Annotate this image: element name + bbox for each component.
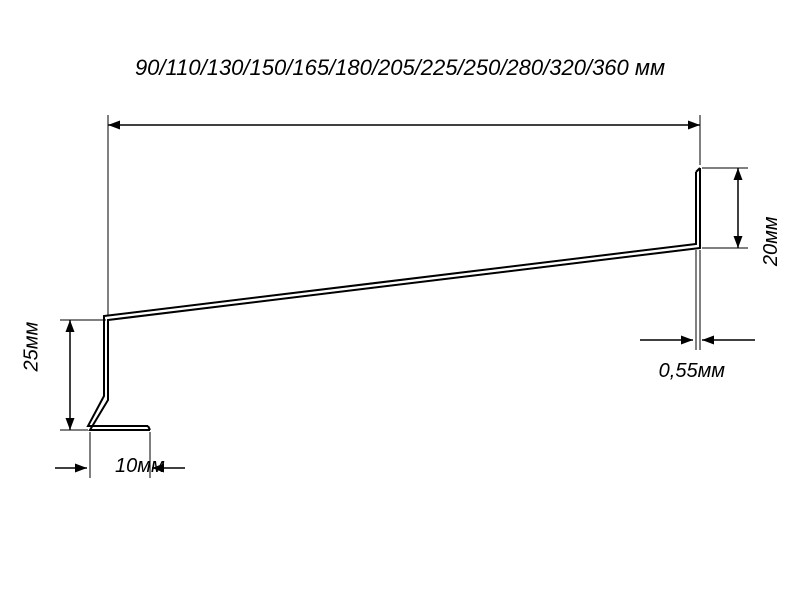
profile-shape <box>88 168 700 430</box>
label-thickness: 0,55мм <box>659 360 725 383</box>
label-10mm: 10мм <box>115 455 165 478</box>
dimension-20mm <box>702 168 748 248</box>
dimension-thickness <box>640 250 755 350</box>
label-20mm: 20мм <box>761 217 784 267</box>
label-25mm: 25мм <box>21 322 44 372</box>
drawing-container: 90/110/130/150/165/180/205/225/250/280/3… <box>0 0 800 600</box>
profile-drawing <box>0 0 800 600</box>
